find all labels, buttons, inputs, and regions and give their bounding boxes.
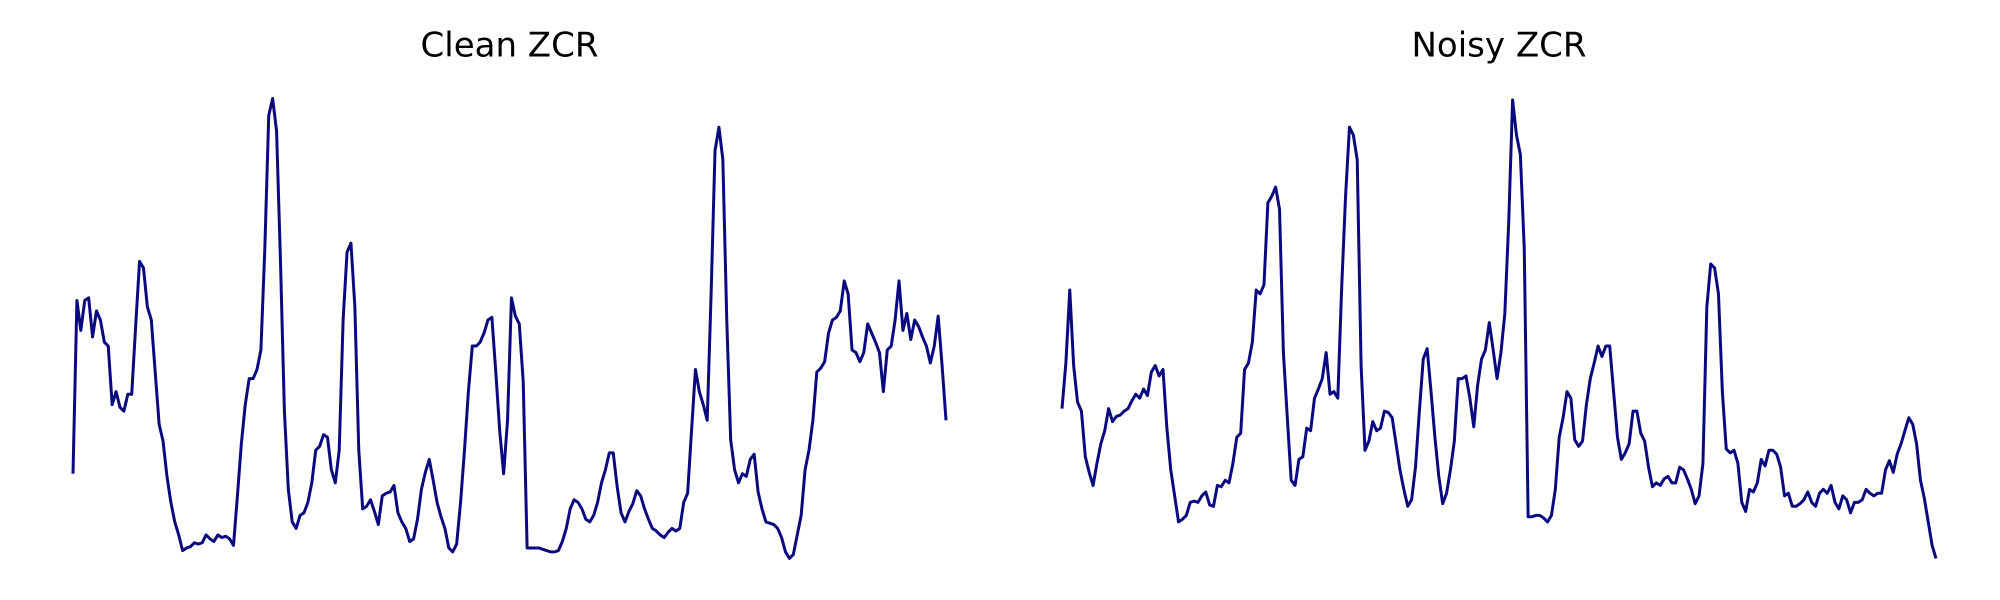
chart-title: Clean ZCR xyxy=(421,26,599,66)
zcr-line xyxy=(1060,98,1938,559)
zcr-line xyxy=(71,97,948,560)
chart-title: Noisy ZCR xyxy=(1412,26,1587,66)
